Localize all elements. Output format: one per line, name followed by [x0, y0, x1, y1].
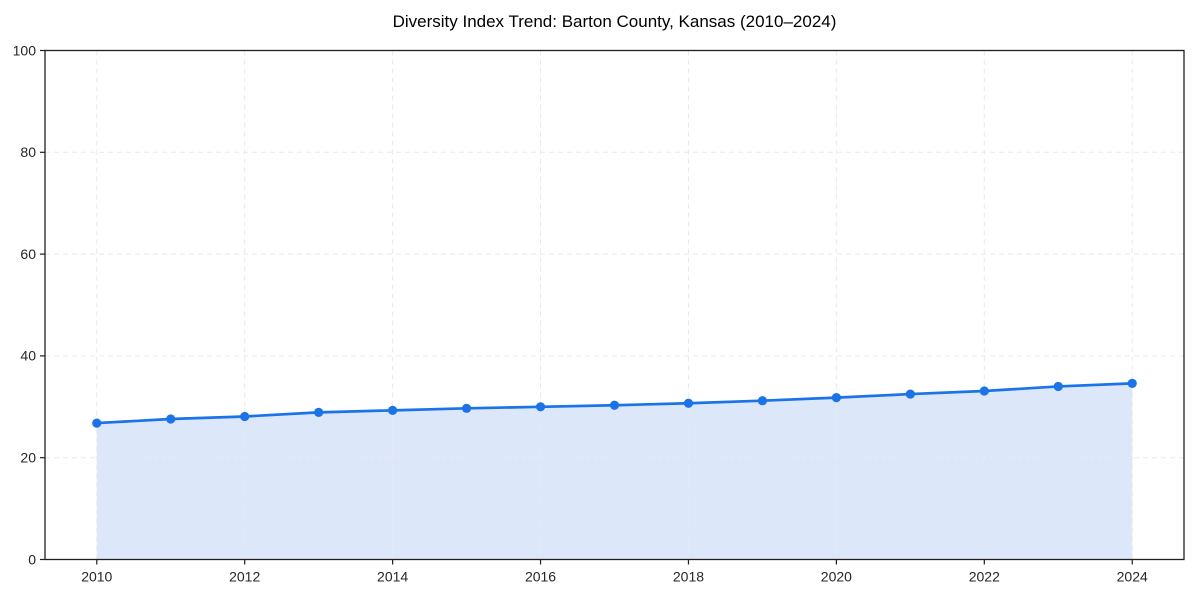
- data-point-2020: [831, 393, 841, 403]
- data-point-2012: [240, 411, 250, 422]
- x-tick-label: 2016: [525, 569, 556, 585]
- x-tick-label: 2018: [673, 569, 704, 585]
- x-tick-label: 2012: [229, 569, 260, 585]
- plot-border: [44, 49, 1185, 561]
- data-point-2013: [314, 407, 324, 417]
- data-point-2015: [461, 403, 472, 413]
- x-tick-label: 2020: [821, 569, 852, 585]
- data-point-2014: [388, 405, 398, 415]
- data-point-2021: [905, 389, 915, 399]
- y-tick-label: 60: [20, 246, 36, 262]
- x-tick-label: 2014: [377, 569, 408, 585]
- y-tick-label: 20: [20, 449, 36, 465]
- data-point-2017: [609, 400, 620, 410]
- y-tick-label: 80: [20, 144, 36, 160]
- area-fill: [96, 383, 1133, 560]
- data-point-2010: [92, 418, 102, 428]
- data-point-2011: [166, 414, 176, 424]
- x-tick-label: 2022: [969, 569, 1000, 585]
- y-tick-label: 0: [28, 551, 36, 567]
- data-point-2019: [757, 396, 768, 406]
- data-point-2016: [535, 402, 546, 412]
- data-point-2018: [683, 398, 694, 408]
- x-tick-label: 2024: [1117, 569, 1148, 585]
- data-point-2022: [979, 386, 989, 396]
- data-point-2024: [1127, 378, 1137, 388]
- y-tick-label: 100: [13, 42, 37, 58]
- chart-title: Diversity Index Trend: Barton County, Ka…: [392, 12, 837, 31]
- data-point-2023: [1053, 381, 1063, 392]
- x-tick-label: 2010: [81, 569, 112, 585]
- y-tick-label: 40: [20, 348, 36, 364]
